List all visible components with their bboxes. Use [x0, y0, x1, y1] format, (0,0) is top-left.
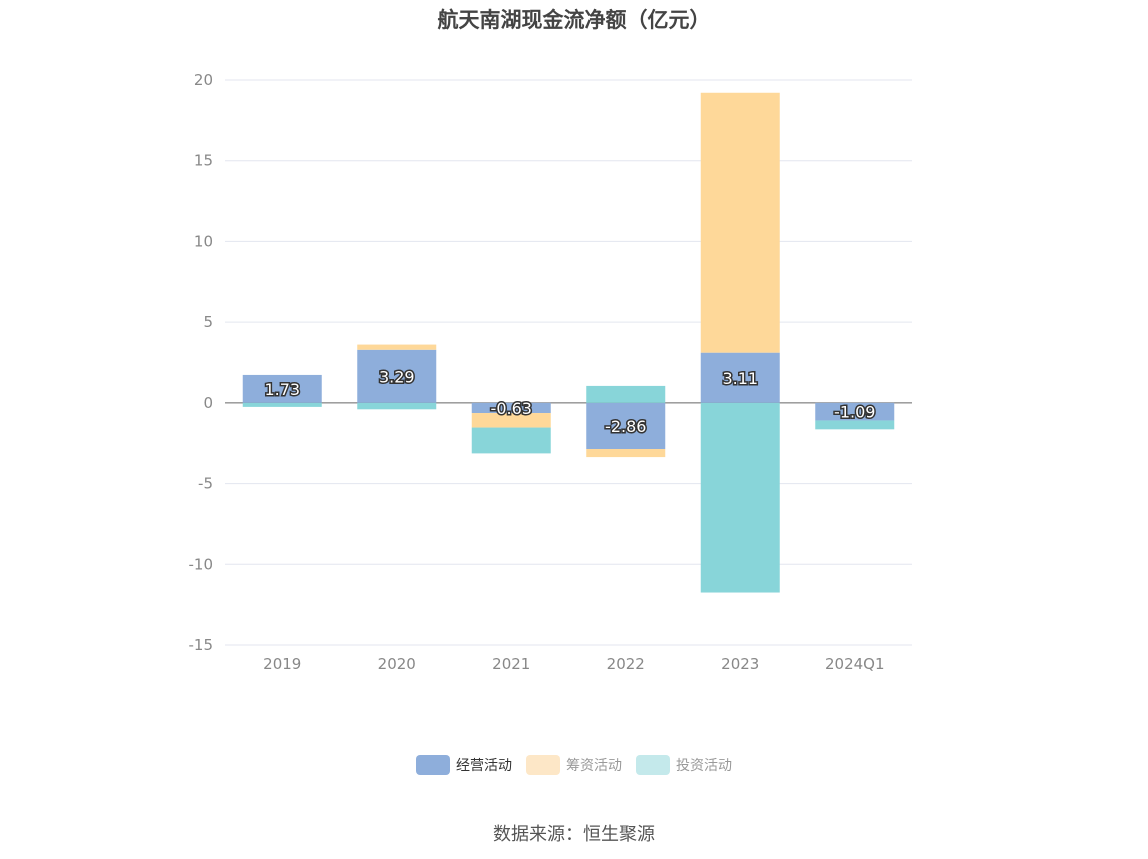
bar-financing-2020 — [357, 344, 437, 350]
y-tick-label: 20 — [194, 71, 213, 89]
chart-title: 航天南湖现金流净额（亿元） — [437, 8, 711, 32]
bar-investing-2024Q1 — [815, 420, 895, 430]
chart-legend: 经营活动 筹资活动 投资活动 — [0, 755, 1148, 775]
bar-financing-2021 — [471, 413, 551, 428]
data-label: -2.86 — [605, 417, 646, 436]
legend-label-investing: 投资活动 — [676, 758, 732, 774]
x-tick-label: 2022 — [607, 655, 645, 673]
bar-operating-2022 — [586, 402, 666, 450]
legend-label-operating: 经营活动 — [456, 758, 512, 774]
y-tick-label: 10 — [194, 232, 213, 250]
bar-investing-2022 — [586, 385, 666, 403]
bar-investing-2023 — [700, 402, 780, 593]
cashflow-bar-chart: 20 15 10 5 0 -5 -10 -15 2019 2020 2021 2022 2023 2024… — [189, 71, 912, 673]
legend-item-operating[interactable]: 经营活动 — [416, 755, 512, 775]
x-tick-label: 2020 — [378, 655, 416, 673]
y-tick-label: -5 — [198, 475, 213, 493]
bar-operating-2021 — [471, 402, 551, 414]
bar-investing-2021 — [471, 427, 551, 454]
x-tick-label: 2021 — [492, 655, 530, 673]
legend-label-financing: 筹资活动 — [566, 758, 622, 774]
y-tick-label: -10 — [189, 555, 214, 573]
legend-swatch-investing — [636, 755, 670, 775]
x-tick-label: 2024Q1 — [825, 655, 885, 673]
data-label: -1.09 — [834, 403, 875, 422]
bar-investing-2019 — [242, 402, 322, 407]
y-tick-label: -15 — [189, 636, 214, 654]
legend-item-investing[interactable]: 投资活动 — [636, 755, 732, 775]
data-label: 3.11 — [722, 369, 758, 388]
x-tick-label: 2023 — [721, 655, 759, 673]
bar-investing-2020 — [357, 402, 437, 410]
y-tick-label: 5 — [203, 313, 213, 331]
legend-swatch-operating — [416, 755, 450, 775]
legend-swatch-financing — [526, 755, 560, 775]
x-tick-label: 2019 — [263, 655, 301, 673]
bar-operating-2024Q1 — [815, 402, 895, 421]
bar-operating-2019 — [242, 374, 322, 403]
data-label: 1.73 — [264, 380, 300, 399]
bar-financing-2022 — [586, 449, 666, 458]
bar-operating-2020 — [357, 349, 437, 403]
bar-financing-2023 — [700, 92, 780, 353]
y-tick-label: 0 — [203, 394, 213, 412]
bar-operating-2023 — [700, 352, 780, 403]
data-source: 数据来源：恒生聚源 — [493, 824, 655, 845]
legend-item-financing[interactable]: 筹资活动 — [526, 755, 622, 775]
data-label: 3.29 — [379, 367, 415, 386]
data-label: -0.63 — [491, 399, 532, 418]
y-tick-label: 15 — [194, 152, 213, 170]
